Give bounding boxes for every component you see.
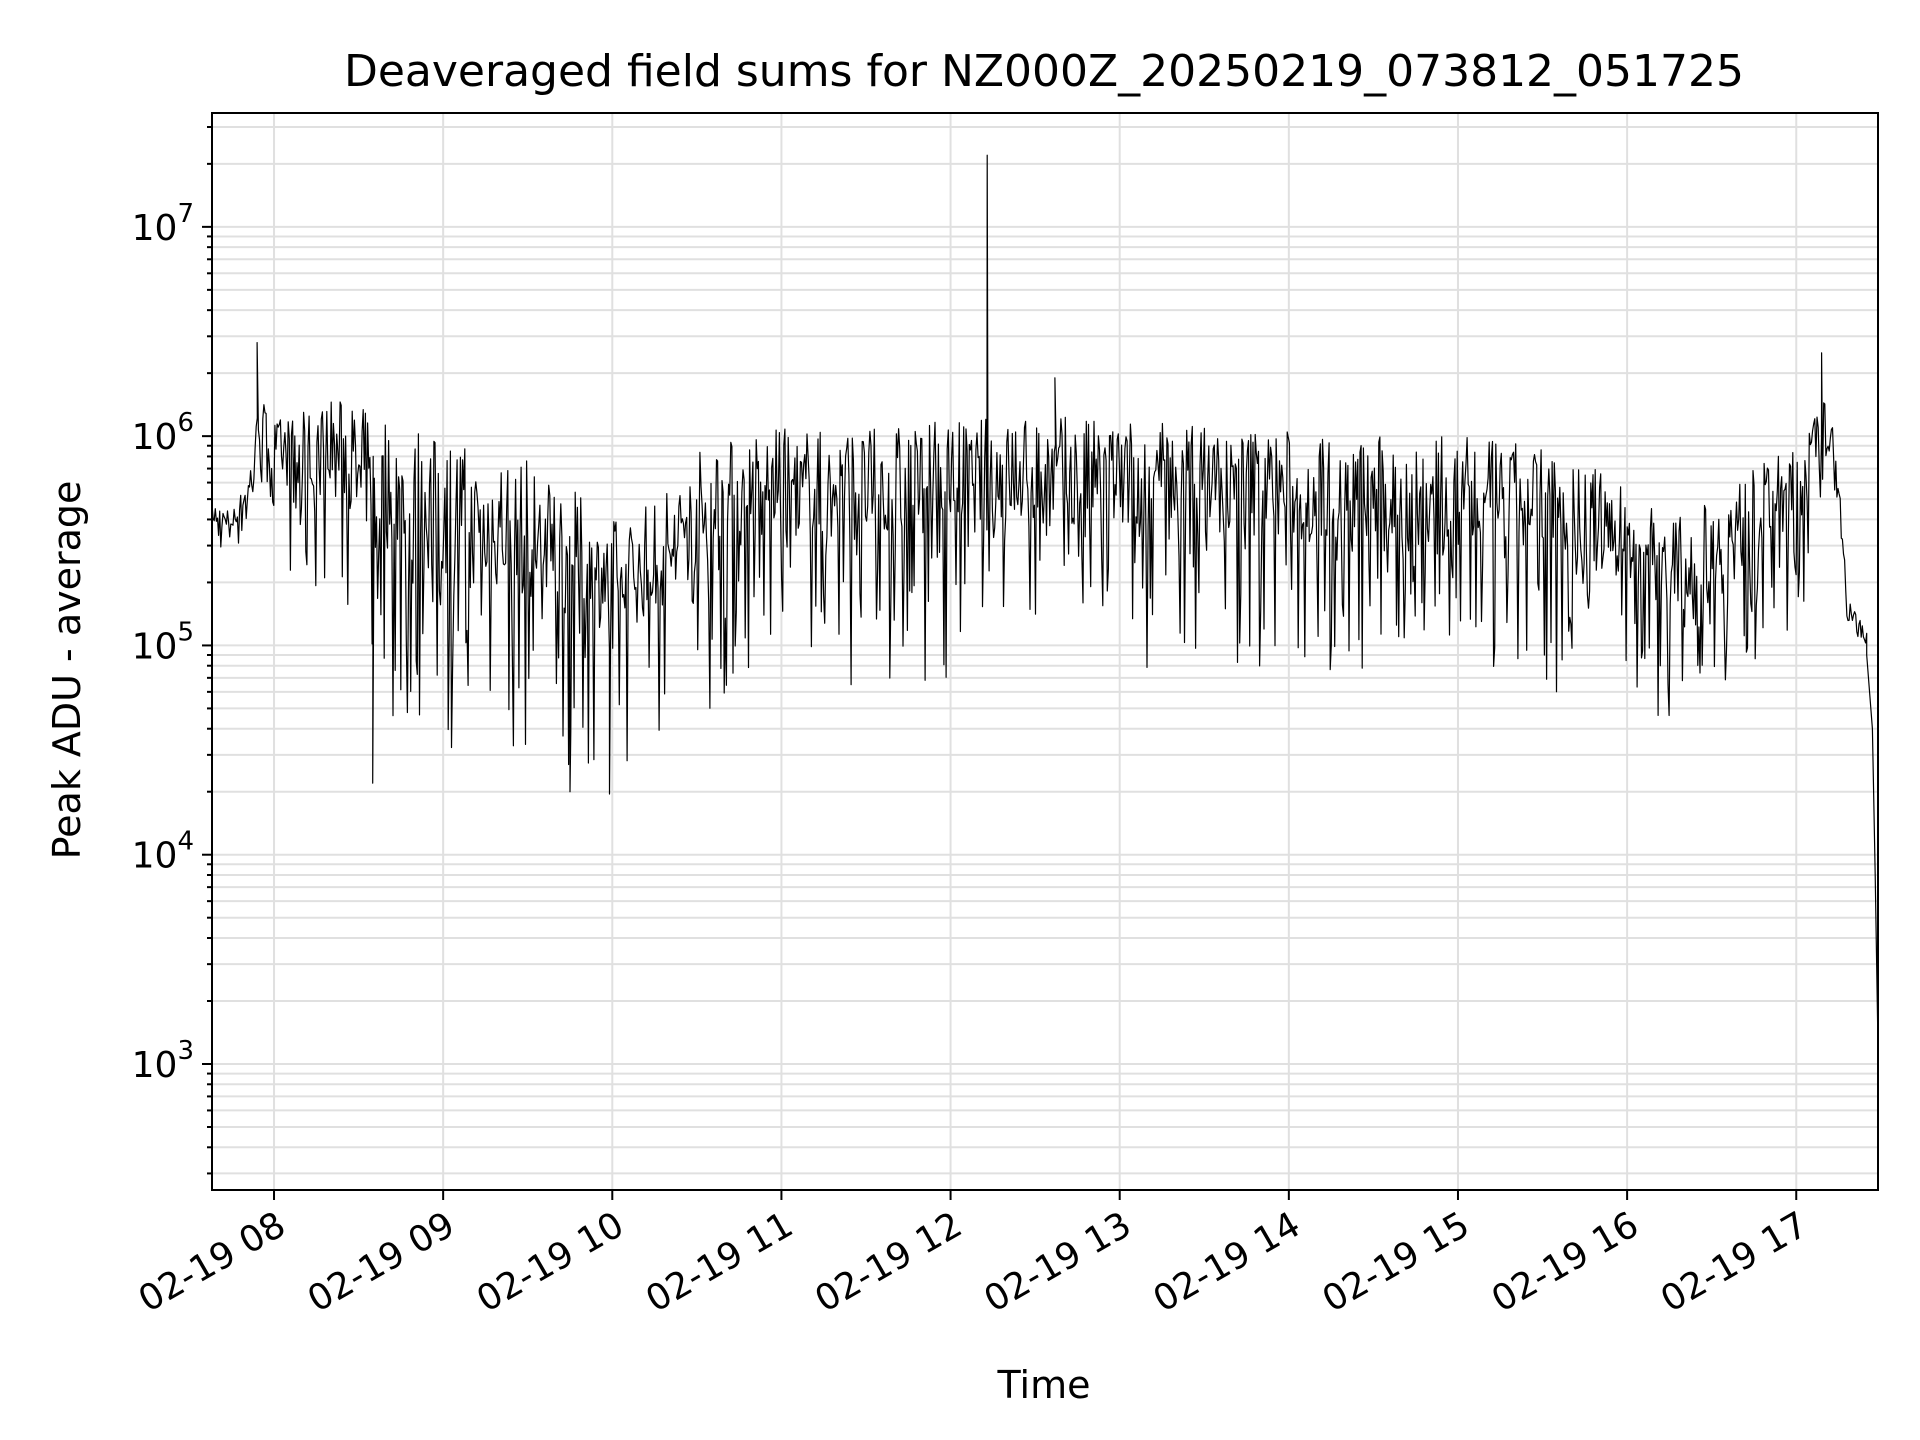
plot-frame — [211, 112, 1879, 1191]
grid — [212, 113, 1878, 1190]
series-layer — [212, 154, 1878, 1048]
y-tick-label: 107 — [132, 199, 194, 249]
y-tick-label: 104 — [132, 827, 194, 877]
y-tick-label: 106 — [132, 408, 194, 458]
chart-title: Deaveraged field sums for NZ000Z_2025021… — [344, 46, 1744, 97]
y-tick-label: 103 — [132, 1036, 194, 1086]
y-axis-label: Peak ADU - average — [45, 481, 89, 860]
series-line — [212, 154, 1878, 1048]
x-axis-label: Time — [997, 1363, 1091, 1407]
y-tick-label: 105 — [132, 617, 194, 667]
